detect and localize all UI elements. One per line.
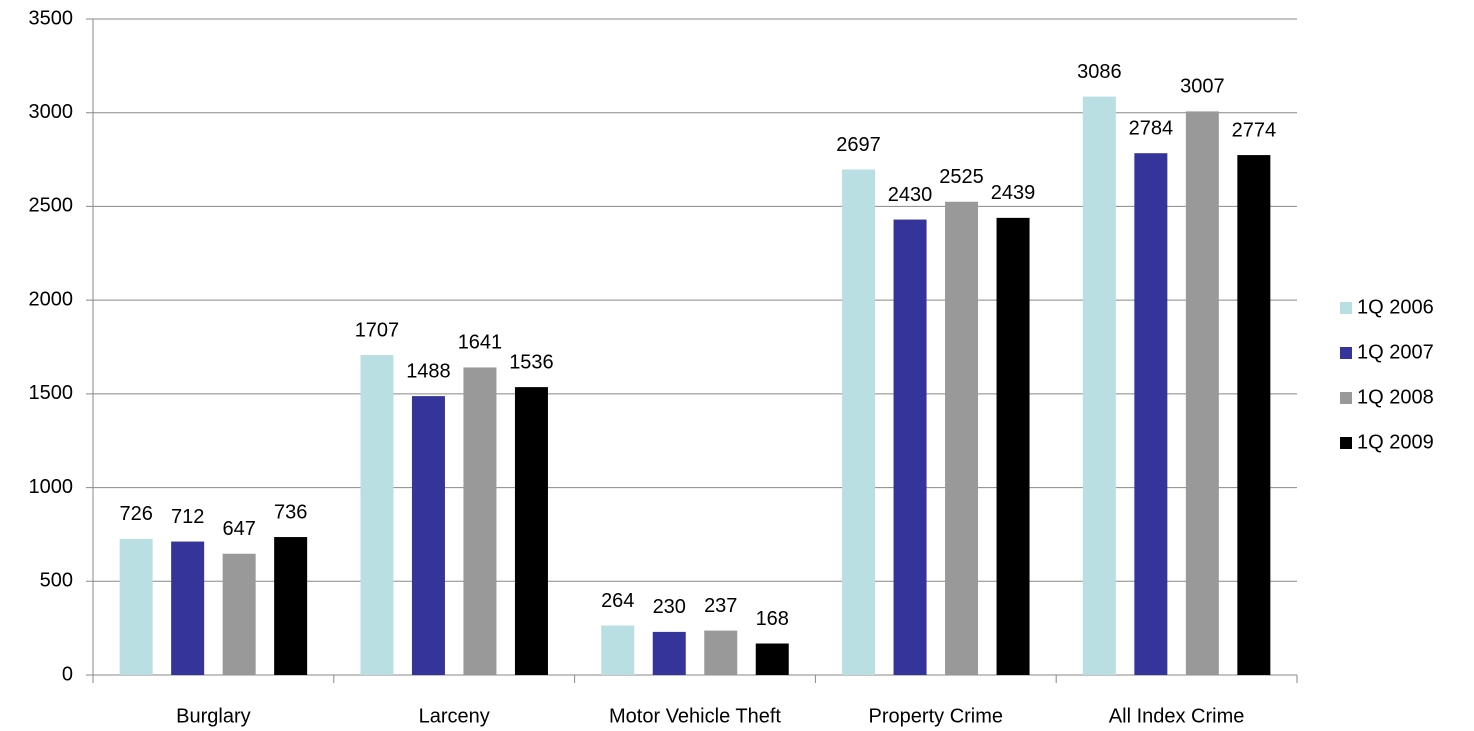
data-label: 726	[119, 503, 152, 525]
data-label: 2774	[1232, 119, 1277, 141]
data-label: 3086	[1077, 61, 1122, 83]
x-tick-label: Property Crime	[869, 705, 1003, 727]
y-tick-label: 2500	[29, 195, 74, 217]
data-label: 168	[756, 608, 789, 630]
bar	[652, 631, 686, 675]
legend-label: 1Q 2009	[1357, 431, 1434, 453]
data-label: 2430	[888, 184, 933, 206]
bar	[360, 355, 394, 675]
bar	[222, 553, 256, 675]
y-tick-label: 1500	[29, 382, 74, 404]
bar	[1237, 155, 1271, 676]
bar	[704, 630, 738, 675]
x-tick-label: Burglary	[176, 705, 250, 727]
bar	[996, 217, 1030, 676]
legend-label: 1Q 2008	[1357, 386, 1434, 408]
x-tick-label: Larceny	[419, 705, 490, 727]
data-label: 2697	[836, 134, 881, 156]
x-tick-label: Motor Vehicle Theft	[609, 705, 781, 727]
bar	[601, 625, 635, 675]
bar	[274, 537, 308, 675]
data-label: 647	[222, 518, 255, 540]
legend-label: 1Q 2006	[1357, 296, 1434, 318]
bar	[463, 367, 497, 675]
bar	[411, 396, 445, 675]
data-label: 2784	[1129, 117, 1174, 139]
y-tick-label: 500	[40, 570, 73, 592]
data-label: 736	[274, 501, 307, 523]
bar	[842, 169, 876, 676]
data-label: 712	[171, 506, 204, 528]
bar	[755, 643, 789, 675]
legend-label: 1Q 2007	[1357, 341, 1434, 363]
data-label: 264	[601, 590, 634, 612]
bar	[893, 219, 927, 675]
data-label: 1488	[406, 360, 451, 382]
bar	[1134, 153, 1168, 675]
y-tick-label: 1000	[29, 476, 74, 498]
legend-swatch	[1340, 302, 1352, 314]
legend-swatch	[1340, 392, 1352, 404]
bar	[945, 201, 979, 675]
data-label: 1641	[458, 332, 503, 354]
y-tick-label: 3000	[29, 101, 74, 123]
data-label: 3007	[1180, 76, 1225, 98]
bar	[1082, 96, 1116, 675]
bar	[1185, 111, 1219, 675]
legend-swatch	[1340, 437, 1352, 449]
x-tick-label: All Index Crime	[1109, 705, 1245, 727]
bar	[171, 541, 205, 675]
y-tick-label: 2000	[29, 288, 74, 310]
data-label: 2439	[991, 182, 1036, 204]
y-tick-label: 0	[62, 663, 73, 685]
bar	[514, 387, 548, 675]
data-label: 2525	[939, 166, 984, 188]
data-label: 1707	[355, 319, 400, 341]
data-label: 1536	[509, 351, 554, 373]
legend-swatch	[1340, 347, 1352, 359]
data-label: 237	[704, 595, 737, 617]
bar	[119, 538, 153, 675]
y-tick-label: 3500	[29, 7, 74, 29]
data-label: 230	[653, 596, 686, 618]
